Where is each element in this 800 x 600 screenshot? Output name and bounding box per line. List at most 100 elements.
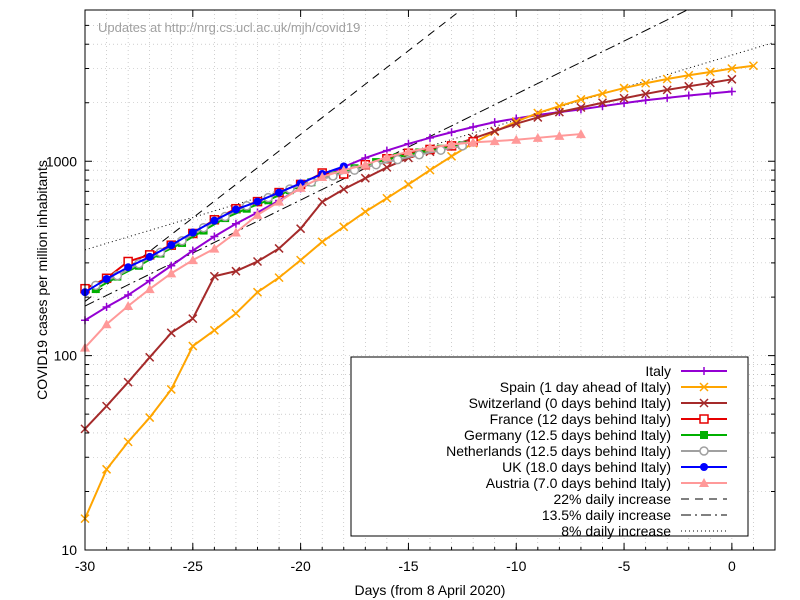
legend-label: Austria (7.0 days behind Italy) xyxy=(486,475,671,491)
data-point xyxy=(576,94,586,104)
data-point xyxy=(699,478,709,487)
series-spain xyxy=(80,61,758,524)
data-point xyxy=(124,291,133,300)
data-point xyxy=(231,219,240,228)
data-point xyxy=(102,302,111,311)
data-point xyxy=(662,85,672,95)
data-point xyxy=(684,91,693,100)
data-point xyxy=(554,130,565,140)
data-point xyxy=(699,414,709,424)
data-point xyxy=(662,74,672,84)
data-point xyxy=(663,93,672,102)
series-austria xyxy=(80,129,586,352)
data-point xyxy=(533,112,543,122)
data-point xyxy=(446,139,457,149)
x-tick-label: -5 xyxy=(618,558,631,574)
legend-label: France (12 days behind Italy) xyxy=(490,411,671,427)
data-point xyxy=(554,107,564,117)
x-tick-label: -25 xyxy=(183,558,203,574)
data-point xyxy=(166,384,176,394)
data-point xyxy=(124,263,133,272)
data-point xyxy=(748,61,758,71)
data-point xyxy=(274,196,285,206)
data-point xyxy=(727,87,736,96)
x-tick-label: -10 xyxy=(506,558,526,574)
data-point xyxy=(404,139,413,148)
data-point xyxy=(706,89,715,98)
data-point xyxy=(641,78,651,88)
data-point xyxy=(360,159,371,169)
x-axis-title: Days (from 8 April 2020) xyxy=(355,582,506,598)
data-point xyxy=(425,142,435,152)
data-point xyxy=(360,173,370,183)
data-point xyxy=(727,63,737,74)
data-point xyxy=(620,99,629,108)
y-tick-label: 100 xyxy=(54,348,78,364)
legend-label: Switzerland (0 days behind Italy) xyxy=(469,395,671,411)
data-point xyxy=(296,224,306,234)
data-point xyxy=(699,382,709,392)
data-point xyxy=(144,284,155,294)
data-point xyxy=(166,328,176,338)
data-point xyxy=(699,446,709,456)
data-point xyxy=(490,118,499,127)
data-point xyxy=(338,165,349,175)
data-point xyxy=(641,96,650,105)
legend-label: Italy xyxy=(645,363,671,379)
data-point xyxy=(684,81,694,91)
data-point xyxy=(317,237,327,247)
data-point xyxy=(705,78,715,88)
y-axis-title: COVID19 cases per million inhabitants xyxy=(34,160,50,400)
data-point xyxy=(576,102,586,113)
data-point xyxy=(145,252,154,261)
data-point xyxy=(360,207,370,217)
update-url-note: Updates at http://nrg.cs.ucl.ac.uk/mjh/c… xyxy=(98,20,360,35)
data-point xyxy=(382,162,392,172)
x-tick-label: -20 xyxy=(291,558,311,574)
legend-label: 8% daily increase xyxy=(561,523,671,539)
data-point xyxy=(252,209,263,219)
data-point xyxy=(188,246,197,255)
data-point xyxy=(403,146,414,156)
data-point xyxy=(145,352,155,362)
data-point xyxy=(253,197,262,206)
x-tick-label: 0 xyxy=(728,558,736,574)
data-point xyxy=(619,83,629,93)
data-point xyxy=(231,308,241,318)
data-point xyxy=(209,243,220,253)
data-point xyxy=(705,67,715,77)
legend-label: 13.5% daily increase xyxy=(542,507,671,523)
series-line xyxy=(84,90,732,322)
x-tick-label: -15 xyxy=(398,558,418,574)
data-point xyxy=(317,171,328,181)
data-point xyxy=(209,271,219,281)
data-point xyxy=(392,154,403,165)
data-point xyxy=(511,119,521,129)
data-point xyxy=(575,129,586,139)
data-point xyxy=(252,256,263,267)
reference-line xyxy=(85,10,462,302)
legend-label: UK (18.0 days behind Italy) xyxy=(502,459,671,475)
data-point xyxy=(447,151,457,161)
data-point xyxy=(382,193,392,203)
data-point xyxy=(145,413,155,423)
data-point xyxy=(469,123,478,132)
legend-label: Spain (1 day ahead of Italy) xyxy=(500,379,671,395)
data-point xyxy=(231,266,241,276)
data-point xyxy=(641,89,651,99)
data-point xyxy=(102,464,112,474)
data-point xyxy=(447,128,456,137)
y-tick-label: 1000 xyxy=(46,153,77,169)
data-point xyxy=(490,126,500,136)
data-point xyxy=(426,133,434,142)
data-point xyxy=(188,341,198,351)
data-point xyxy=(188,228,197,237)
series-netherlands xyxy=(91,141,468,291)
data-point xyxy=(700,463,708,471)
data-point xyxy=(167,241,176,250)
data-point xyxy=(210,216,219,225)
data-point xyxy=(532,132,543,142)
data-point xyxy=(727,74,737,84)
data-point xyxy=(425,165,435,175)
